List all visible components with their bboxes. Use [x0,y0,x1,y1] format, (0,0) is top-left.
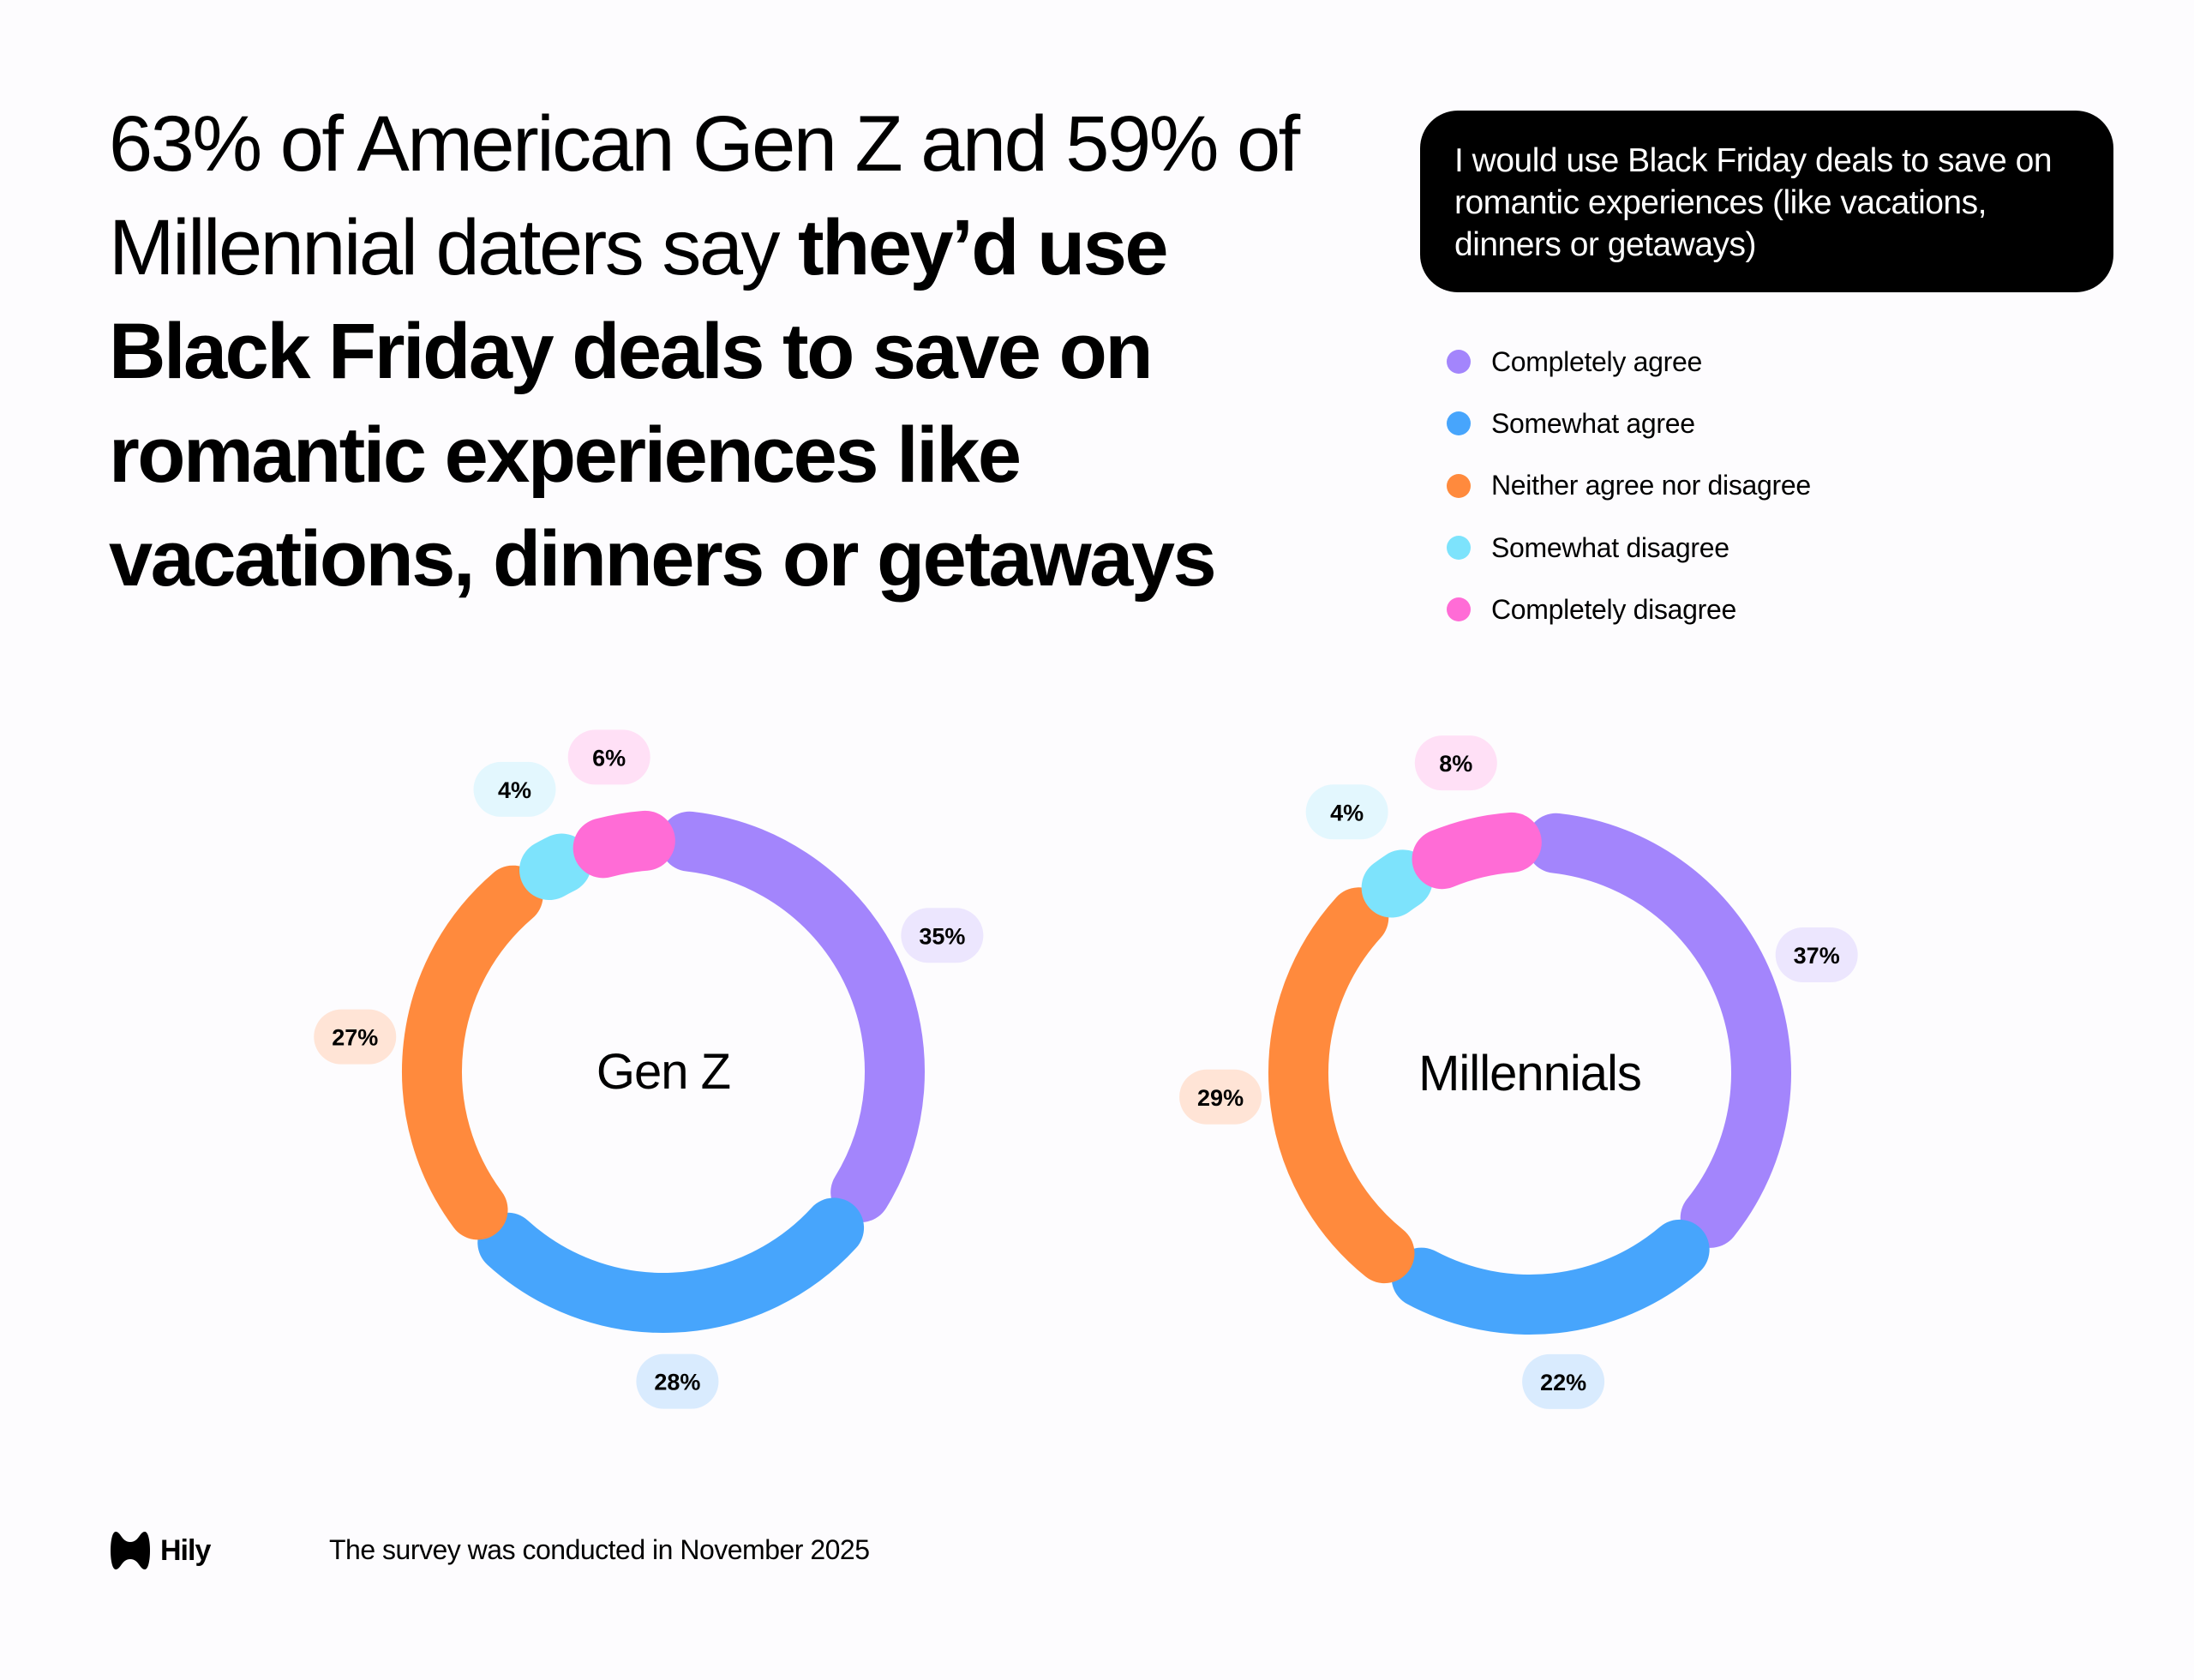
data-label: 22% [1540,1370,1586,1395]
data-label-pill [1414,735,1497,791]
data-label-pill [901,908,984,963]
legend: Completely agree Somewhat agree Neither … [1447,331,1811,640]
headline-regular: 63% of American Gen Z and 59% of Millenn… [109,100,1300,291]
donut-segment [659,811,925,1223]
question-box: I would use Black Friday deals to save o… [1420,111,2113,292]
headline: 63% of American Gen Z and 59% of Millenn… [109,93,1360,611]
brand-name: Hily [160,1533,211,1567]
data-label: 35% [919,923,965,949]
hily-logo-icon [111,1532,150,1569]
donut-segment [477,1197,865,1333]
legend-item: Completely disagree [1447,579,1811,640]
footnote: The survey was conducted in November 202… [329,1534,870,1565]
data-label-pill [1522,1353,1605,1409]
question-text: I would use Black Friday deals to save o… [1454,142,2053,263]
legend-dot-icon [1447,473,1471,498]
data-label: 4% [498,777,531,803]
donut-segment [1361,849,1433,918]
data-label: 28% [654,1370,700,1395]
data-label: 8% [1439,751,1472,777]
donut-center-title: Gen Z [596,1044,730,1100]
data-label-pill [473,761,556,817]
data-label-pill [1775,927,1858,983]
data-label-pill [1305,784,1388,840]
data-label: 6% [592,745,626,771]
data-label-pill [1179,1069,1262,1125]
donut-segment [572,810,675,879]
headline-bold: they’d use Black Friday deals to save on… [109,204,1217,603]
data-label: 27% [332,1025,378,1051]
legend-label: Completely agree [1491,345,1702,377]
legend-dot-icon [1447,411,1471,436]
legend-dot-icon [1447,536,1471,561]
donut-segment [1268,887,1415,1284]
donut-millennials: 37% 22% 29% 4% 8% Millennials [1179,735,1858,1409]
data-label-pill [567,729,650,785]
data-label-pill [636,1353,719,1409]
legend-item: Completely agree [1447,331,1811,393]
donut-center-title: Millennials [1418,1046,1641,1101]
data-label: 4% [1330,800,1364,825]
legend-dot-icon [1447,597,1471,622]
donut-segment [1526,813,1791,1248]
hily-logo: Hily [109,1530,211,1571]
legend-item: Neither agree nor disagree [1447,455,1811,517]
data-label: 37% [1794,943,1840,969]
data-label: 29% [1197,1085,1244,1111]
donut-gen-z: 35% 28% 27% 4% 6% Gen Z [314,729,984,1409]
legend-label: Somewhat disagree [1491,531,1729,563]
donut-segment [402,865,543,1240]
legend-item: Somewhat agree [1447,393,1811,454]
legend-label: Somewhat agree [1491,407,1695,439]
legend-dot-icon [1447,350,1471,375]
donut-segment [1391,1219,1710,1335]
legend-label: Neither agree nor disagree [1491,470,1811,501]
donut-segment [1412,812,1542,890]
data-label-pill [314,1009,397,1065]
legend-item: Somewhat disagree [1447,517,1811,579]
legend-label: Completely disagree [1491,593,1737,625]
donut-segment [519,833,592,900]
